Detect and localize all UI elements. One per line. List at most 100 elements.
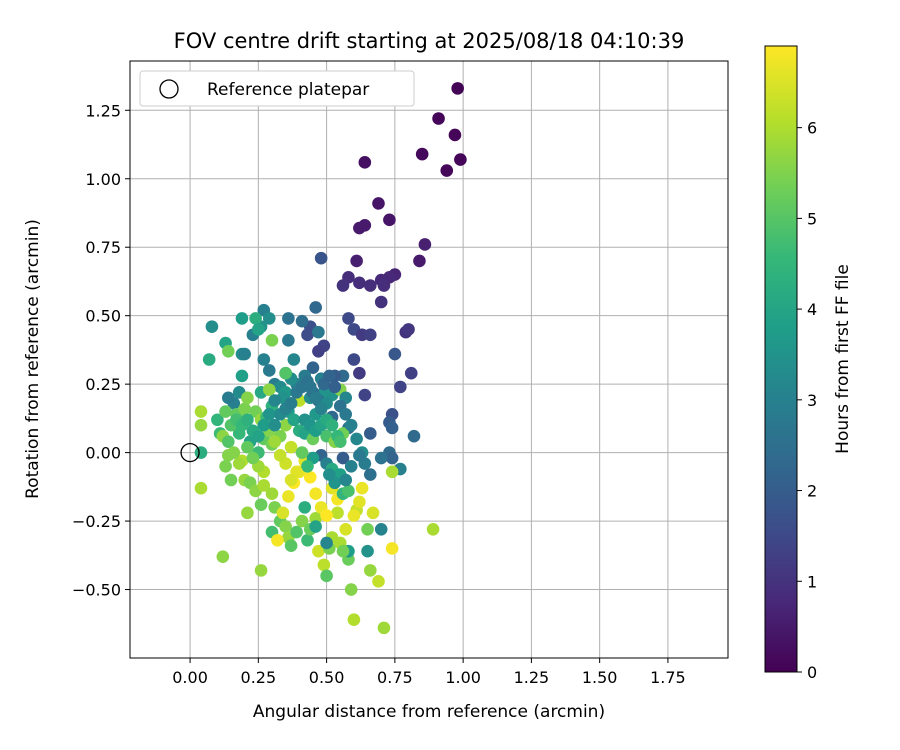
scatter-point [344, 460, 358, 473]
scatter-point [301, 460, 314, 473]
scatter-point [314, 402, 328, 416]
y-tick-label: 1.00 [85, 170, 121, 189]
scatter-point [271, 533, 284, 547]
scatter-point [298, 501, 312, 514]
scatter-point [361, 544, 374, 558]
scatter-point [303, 470, 317, 484]
scatter-point [249, 312, 262, 325]
scatter-point [222, 344, 235, 358]
y-axis-ticks: −0.50 −0.25 0.00 0.25 0.50 0.75 1.00 1.25 [72, 101, 130, 600]
scatter-point [353, 495, 366, 509]
scatter-point [320, 536, 333, 550]
scatter-point [284, 473, 298, 487]
x-tick-label: 0.25 [241, 668, 277, 687]
colorbar: 0 1 2 3 4 5 6 Hours from first FF file [764, 45, 853, 682]
scatter-point [202, 353, 216, 366]
x-tick-label: 0.50 [309, 668, 345, 687]
scatter-point [284, 397, 298, 410]
scatter-point [194, 446, 208, 459]
scatter-point [205, 320, 219, 333]
scatter-point [407, 429, 421, 443]
y-tick-label: 0.75 [85, 238, 121, 257]
scatter-point [355, 481, 369, 495]
scatter-point [306, 361, 320, 375]
scatter-point [216, 550, 230, 563]
scatter-point [328, 380, 342, 394]
y-tick-label: −0.50 [72, 581, 121, 600]
colorbar-tick-label: 4 [807, 300, 817, 319]
scatter-point [336, 279, 350, 292]
scatter-point [241, 413, 254, 427]
legend-entry-reference: Reference platepar [207, 80, 369, 100]
scatter-point [325, 418, 339, 432]
scatter-point [374, 522, 388, 536]
x-tick-label: 1.00 [445, 668, 481, 687]
colorbar-tick-label: 2 [807, 482, 817, 501]
y-axis-label: Rotation from reference (arcmin) [23, 219, 43, 499]
scatter-points [194, 82, 467, 635]
scatter-point [279, 520, 292, 533]
scatter-point [385, 465, 399, 479]
scatter-point [350, 432, 363, 446]
colorbar-ticks: 0 1 2 3 4 5 6 [797, 119, 817, 682]
scatter-point [219, 460, 232, 473]
scatter-point [323, 468, 336, 481]
scatter-point [211, 413, 224, 427]
scatter-point [350, 254, 363, 268]
scatter-point [388, 347, 402, 361]
scatter-point [358, 219, 372, 232]
scatter-point [257, 479, 271, 492]
scatter-point [268, 435, 282, 448]
y-tick-label: 0.25 [85, 375, 121, 394]
scatter-point [402, 323, 415, 336]
scatter-point [415, 147, 429, 161]
scatter-point [224, 473, 238, 487]
x-tick-label: 1.50 [582, 668, 618, 687]
scatter-point [361, 522, 374, 536]
legend-reference-marker [159, 79, 179, 99]
x-tick-label: 0.00 [172, 668, 208, 687]
scatter-point [317, 558, 331, 572]
scatter-point [344, 583, 358, 596]
scatter-point [262, 312, 276, 325]
scatter-point [295, 514, 309, 528]
scatter-point [448, 128, 462, 142]
x-tick-label: 0.75 [377, 668, 413, 687]
scatter-point [342, 484, 355, 498]
scatter-point [252, 429, 265, 443]
colorbar-tick-label: 6 [807, 119, 817, 138]
scatter-point [262, 364, 276, 377]
scatter-point [276, 506, 290, 520]
scatter-point [404, 366, 418, 380]
scatter-point [262, 407, 276, 421]
x-axis-ticks: 0.00 0.25 0.50 0.75 1.00 1.25 1.50 1.75 [172, 658, 686, 687]
x-tick-label: 1.25 [514, 668, 550, 687]
scatter-point [377, 279, 391, 292]
scatter-point [303, 380, 317, 394]
scatter-point [312, 325, 325, 339]
scatter-point [301, 533, 314, 547]
scatter-point [241, 440, 254, 454]
scatter-point [290, 525, 303, 539]
scatter-point [309, 487, 322, 500]
scatter-point [451, 82, 464, 95]
scatter-point [344, 418, 358, 432]
scatter-point [268, 418, 282, 432]
scatter-point [284, 539, 298, 553]
scatter-point [320, 569, 333, 583]
scatter-point [454, 153, 467, 166]
scatter-point [232, 457, 246, 470]
scatter-point [320, 509, 333, 522]
scatter-point [358, 156, 372, 169]
reference-point [180, 442, 200, 463]
scatter-point [358, 388, 372, 402]
scatter-point [372, 575, 385, 588]
grid [130, 61, 728, 658]
y-tick-label: 1.25 [85, 101, 121, 120]
scatter-point [265, 487, 279, 500]
scatter-point [385, 451, 399, 465]
scatter-point [194, 481, 208, 495]
scatter-point [268, 394, 282, 407]
scatter-point [418, 238, 432, 251]
scatter-point [246, 451, 260, 465]
